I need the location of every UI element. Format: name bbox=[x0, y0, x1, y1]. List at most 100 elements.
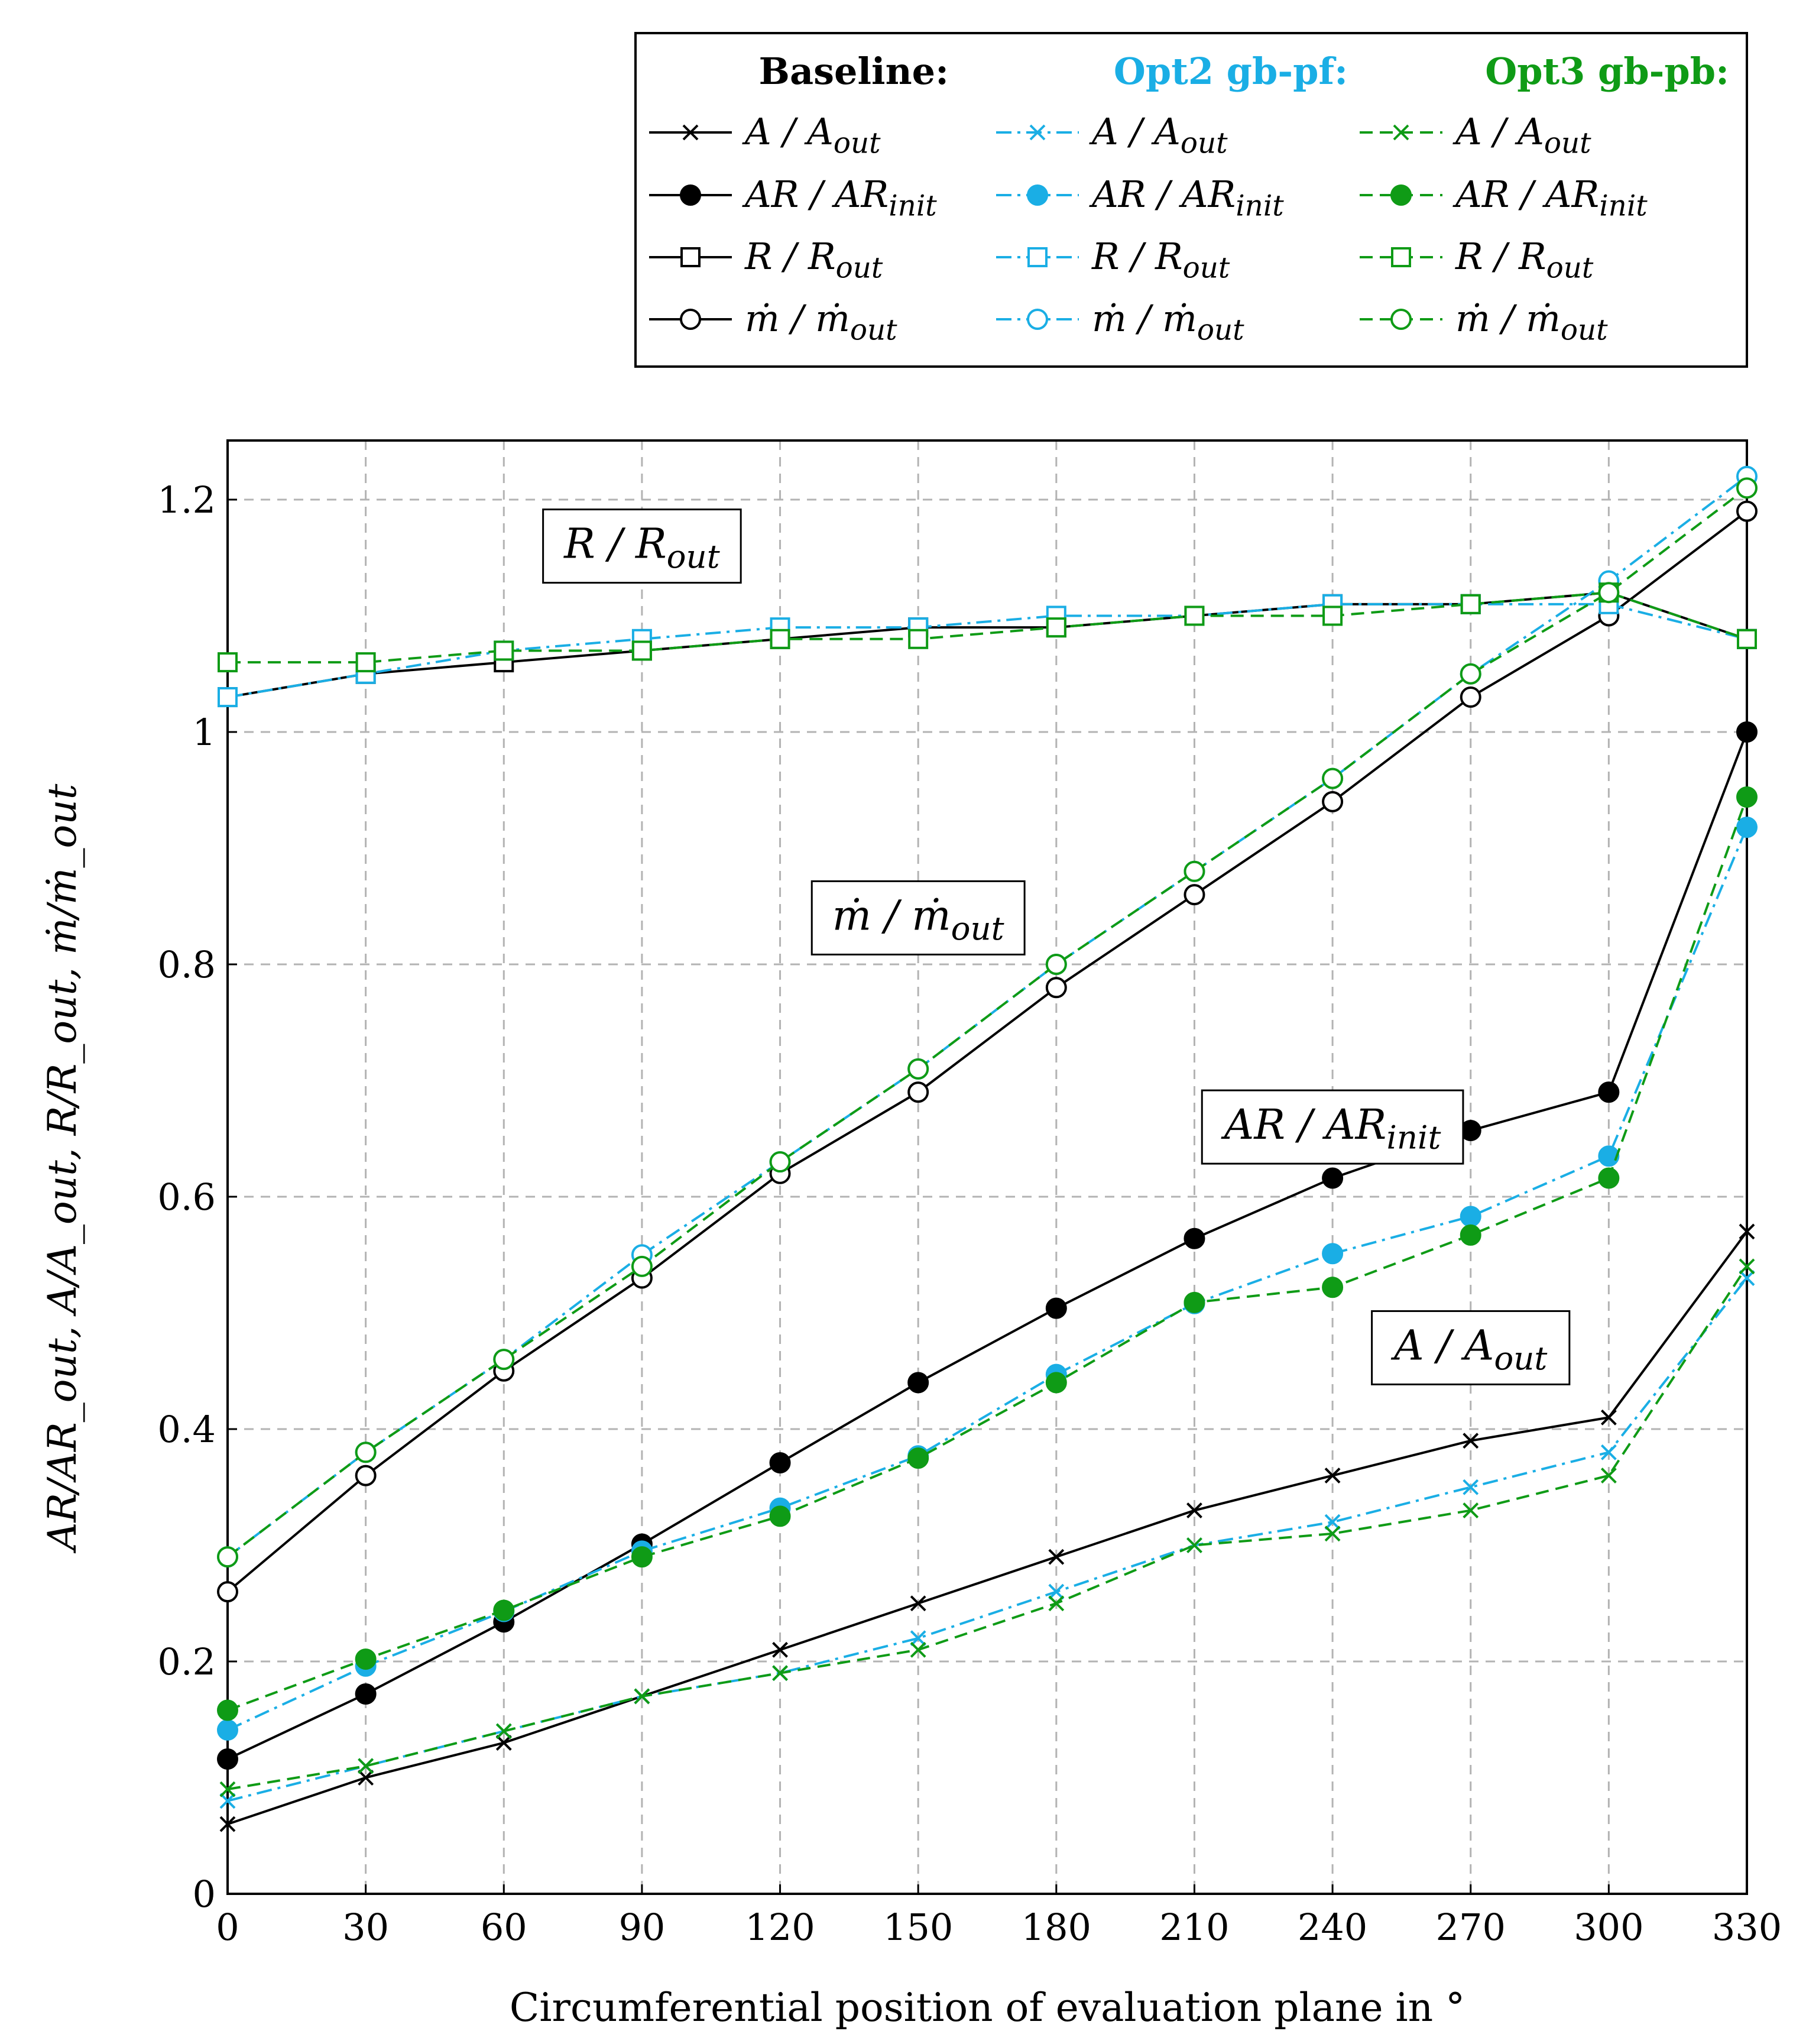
series-line bbox=[227, 827, 1748, 1731]
data-point bbox=[1737, 629, 1757, 649]
data-point bbox=[218, 687, 238, 708]
data-point bbox=[217, 1546, 238, 1568]
data-point bbox=[1045, 1297, 1067, 1319]
series-layer bbox=[217, 465, 1758, 1832]
legend-label: R / Rout bbox=[1455, 235, 1594, 285]
data-point bbox=[1322, 791, 1344, 812]
legend-marker bbox=[1393, 124, 1409, 141]
series-baseline-a-a-out bbox=[219, 1223, 1755, 1832]
y-tick-label: 0 bbox=[193, 1873, 216, 1916]
data-point bbox=[1184, 1227, 1205, 1249]
data-point bbox=[1324, 1525, 1341, 1542]
data-point bbox=[1598, 1145, 1620, 1167]
y-axis-label: AR/AR_out, A/A_out, R/R_out, ṁ/ṁ_out bbox=[40, 783, 85, 1554]
y-tick-label: 0.8 bbox=[157, 943, 216, 986]
data-point bbox=[1186, 1502, 1202, 1518]
legend-label: A / Aout bbox=[1089, 110, 1228, 160]
legend-entry: R / Rout bbox=[649, 235, 883, 285]
data-point bbox=[1322, 605, 1343, 626]
series-line bbox=[227, 1277, 1748, 1802]
legend-entry: R / Rout bbox=[1360, 235, 1594, 285]
legend-marker bbox=[682, 124, 699, 141]
x-tick-label: 60 bbox=[481, 1906, 527, 1949]
legend-label: A / Aout bbox=[742, 110, 881, 160]
data-point bbox=[1736, 500, 1758, 522]
x-tick-label: 90 bbox=[618, 1906, 665, 1949]
series-baseline-out bbox=[217, 500, 1758, 1603]
data-point bbox=[1460, 686, 1481, 708]
series-line bbox=[227, 591, 1747, 699]
series-opt3-gb-pb-a-a-out bbox=[219, 1258, 1755, 1797]
callout-box bbox=[1371, 1310, 1571, 1385]
legend-entry: A / Aout bbox=[1360, 110, 1591, 160]
y-tick-label: 0.2 bbox=[157, 1640, 216, 1683]
axis-ticks: 0 30 60 90 120 150 180 210 240 270 300 330 0 0.2 0.4 0.… bbox=[157, 478, 1782, 1949]
callout-text: A / Aout bbox=[1390, 1321, 1548, 1376]
data-point bbox=[1184, 1291, 1205, 1313]
y-tick-label: 1.2 bbox=[157, 478, 216, 521]
data-point bbox=[772, 1665, 788, 1682]
legend-entry: ṁ / ṁout bbox=[649, 297, 897, 347]
data-point bbox=[1322, 767, 1344, 789]
legend-entry: ṁ / ṁout bbox=[996, 297, 1244, 347]
grid bbox=[228, 440, 1747, 1894]
data-point bbox=[1463, 1433, 1479, 1449]
data-point bbox=[1739, 1223, 1755, 1240]
callout-a-a-out: A / Aout bbox=[1371, 1310, 1571, 1385]
y-tick-label: 0.6 bbox=[157, 1175, 216, 1219]
data-point bbox=[907, 1372, 929, 1394]
series-line bbox=[226, 487, 1748, 1558]
data-point bbox=[355, 652, 376, 673]
data-point bbox=[1322, 1243, 1344, 1265]
data-point bbox=[1736, 477, 1758, 499]
data-point bbox=[355, 1465, 377, 1486]
legend-entry: AR / ARinit bbox=[1360, 173, 1648, 223]
x-tick-label: 330 bbox=[1712, 1906, 1782, 1949]
data-point bbox=[1739, 1258, 1755, 1275]
legend-label: ṁ / ṁout bbox=[1092, 297, 1244, 347]
callout-text: R / Rout bbox=[563, 520, 721, 575]
plot-frame bbox=[226, 439, 1748, 1895]
data-point bbox=[1046, 617, 1066, 638]
series-baseline-r-r-out bbox=[218, 582, 1757, 708]
data-point bbox=[1322, 1277, 1344, 1298]
data-point bbox=[355, 1683, 377, 1705]
data-point bbox=[1460, 663, 1481, 685]
data-point bbox=[219, 1793, 236, 1809]
data-point bbox=[1598, 582, 1620, 604]
series-line bbox=[227, 796, 1748, 1712]
data-point bbox=[495, 1723, 512, 1739]
data-point bbox=[910, 1641, 926, 1658]
legend-marker bbox=[1027, 184, 1048, 206]
callout-text: ṁ / ṁout bbox=[832, 891, 1005, 947]
legend-marker bbox=[1027, 247, 1048, 267]
series-line bbox=[228, 591, 1747, 664]
legend-entry: AR / ARinit bbox=[996, 173, 1284, 223]
data-point bbox=[631, 640, 652, 661]
data-point bbox=[495, 1735, 512, 1751]
x-tick-label: 270 bbox=[1436, 1906, 1506, 1949]
data-point bbox=[1598, 1081, 1620, 1103]
data-point bbox=[217, 1719, 238, 1741]
data-point bbox=[1736, 721, 1758, 743]
series-line bbox=[227, 1230, 1748, 1825]
legend-label: AR / ARinit bbox=[1089, 173, 1284, 223]
data-point bbox=[1600, 1444, 1617, 1460]
data-point bbox=[1184, 605, 1205, 626]
legend-entry: ṁ / ṁout bbox=[1360, 297, 1608, 347]
data-point bbox=[1184, 860, 1205, 882]
series-opt2-gb-pf-r-r-out bbox=[218, 594, 1757, 708]
x-tick-label: 180 bbox=[1022, 1906, 1091, 1949]
data-point bbox=[1460, 1206, 1481, 1227]
legend-label: A / Aout bbox=[1452, 110, 1591, 160]
data-point bbox=[219, 1816, 236, 1832]
y-tick-label: 0.4 bbox=[157, 1408, 216, 1451]
x-tick-label: 240 bbox=[1298, 1906, 1367, 1949]
series-opt3-gb-pb-out bbox=[217, 477, 1758, 1568]
data-point bbox=[1324, 1514, 1341, 1530]
callout-text: AR / ARinit bbox=[1221, 1100, 1442, 1156]
data-point bbox=[217, 1748, 238, 1770]
legend-marker bbox=[680, 247, 701, 267]
y-tick-label: 1 bbox=[193, 711, 216, 754]
